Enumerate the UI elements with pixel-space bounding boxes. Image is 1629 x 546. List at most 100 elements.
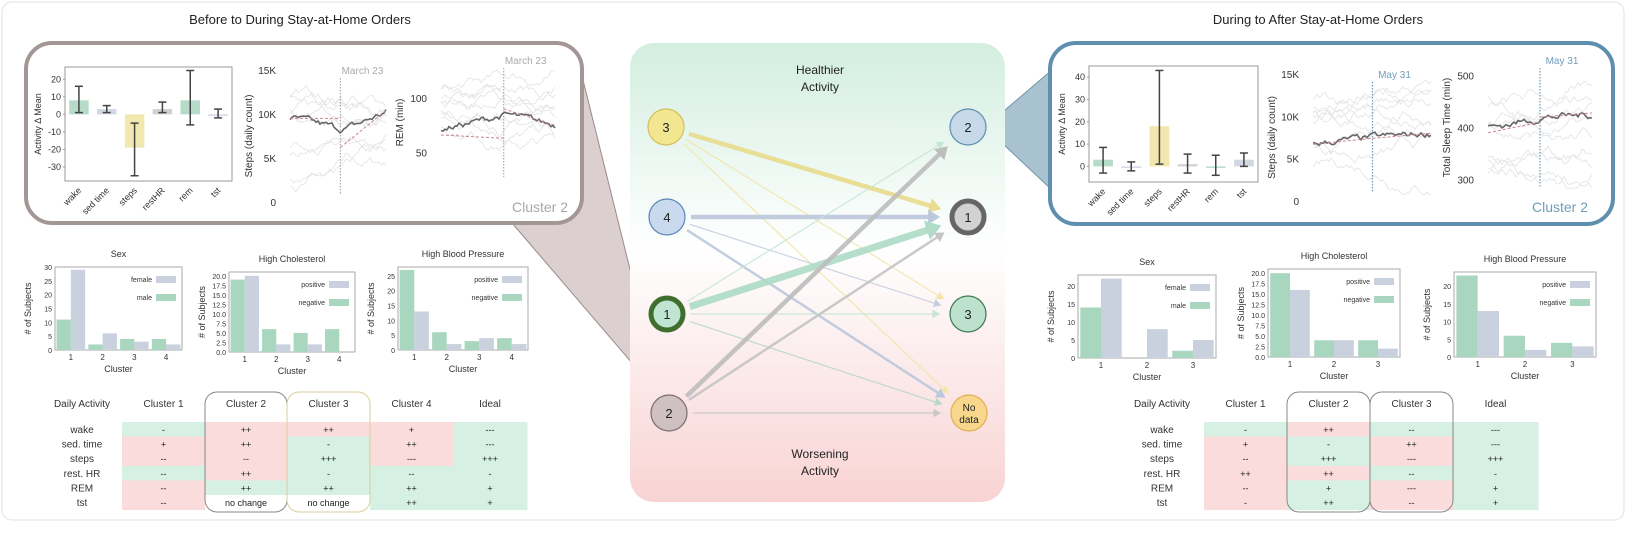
x-tick-label: 4 xyxy=(164,353,169,362)
table-cell xyxy=(1204,480,1288,496)
tables: wake - ++ ++ + ---sed. time + ++ - ++ ---steps -- --… xyxy=(54,391,1539,513)
table-header: Cluster 3 xyxy=(1391,399,1431,410)
table-cell xyxy=(205,451,288,467)
table-cell-value: -- xyxy=(243,454,249,464)
cluster-node-L1 xyxy=(648,295,686,333)
table-cell xyxy=(1204,436,1288,452)
table-cell xyxy=(1370,451,1454,467)
table-cell xyxy=(122,422,206,438)
table-cell-value: --- xyxy=(1407,483,1416,493)
table-cell-value: + xyxy=(1493,498,1498,508)
legend-swatch xyxy=(1374,296,1394,303)
arrowhead xyxy=(935,291,945,300)
table-cell-value: ++ xyxy=(241,469,252,479)
x-tick-label: 3 xyxy=(477,353,482,362)
y-tick-label: 30 xyxy=(1075,94,1085,104)
legend-swatch xyxy=(1570,299,1590,306)
transition-arrow-L2-to-R1 xyxy=(688,235,940,401)
bar-negative-cluster-1 xyxy=(230,279,245,352)
table-cell xyxy=(122,451,206,467)
y-axis-label: Total Sleep Time (min) xyxy=(1442,78,1453,177)
arrowhead xyxy=(928,209,940,225)
worsening-label: Worsening xyxy=(791,447,848,461)
trend-line-before xyxy=(1487,121,1541,134)
cluster-node-R1 xyxy=(949,198,987,236)
node-label: No xyxy=(963,403,976,414)
bar-male-cluster-1 xyxy=(1080,307,1101,358)
table-cell-value: --- xyxy=(1491,425,1500,435)
bar-positive-cluster-3 xyxy=(1378,348,1398,357)
y-tick-label: 0 xyxy=(391,348,395,355)
arrowhead xyxy=(934,146,948,160)
y-tick-label: 20 xyxy=(1075,117,1085,127)
bar-negative-cluster-3 xyxy=(1551,342,1573,357)
date-marker-label: May 31 xyxy=(1378,70,1411,81)
y-tick-label: 17.5 xyxy=(1251,282,1265,289)
x-tick-label: 1 xyxy=(1288,360,1293,369)
y-tick-label: 15.0 xyxy=(1251,292,1265,299)
trend-line-after xyxy=(1539,112,1593,118)
x-tick-label: 1 xyxy=(412,353,417,362)
bar-positive-cluster-1 xyxy=(244,275,259,352)
bar-positive-cluster-1 xyxy=(1477,310,1499,357)
cluster-mean-line xyxy=(289,109,387,134)
table-cell xyxy=(1287,465,1371,481)
y-tick-label: 2.5 xyxy=(1255,345,1265,352)
y-tick-label: 30 xyxy=(44,265,52,272)
row-label: sed. time xyxy=(1142,440,1183,451)
node-label: 1 xyxy=(663,307,670,322)
row-label: tst xyxy=(1157,498,1168,509)
bar-negative-cluster-3 xyxy=(1358,340,1378,357)
highlight-cluster-box xyxy=(286,391,371,513)
y-axis-label: Activity Δ Mean xyxy=(33,93,43,155)
table-cell xyxy=(122,480,206,496)
legend-swatch xyxy=(502,294,522,301)
chart-title: Sex xyxy=(1139,257,1155,267)
bar-negative-cluster-3 xyxy=(464,341,480,350)
table-cell xyxy=(287,480,371,496)
table-cell xyxy=(453,495,528,511)
right-section-title: During to After Stay-at-Home Orders xyxy=(1213,12,1424,27)
node-label: 2 xyxy=(665,406,672,421)
bar-male-cluster-2 xyxy=(88,344,103,350)
y-tick-label: 500 xyxy=(1457,72,1474,83)
table-cell-value: -- xyxy=(1243,454,1249,464)
table-cell xyxy=(1204,495,1288,511)
y-axis-label: # of Subjects xyxy=(366,282,376,335)
node-label: 1 xyxy=(964,210,971,225)
table-cell-value: + xyxy=(1243,440,1248,450)
bar-negative-cluster-1 xyxy=(1456,275,1478,357)
date-marker-label: May 31 xyxy=(1546,56,1579,67)
legend-label: male xyxy=(1171,303,1186,310)
table-cell-value: + xyxy=(1493,483,1498,493)
table-header: Ideal xyxy=(1485,399,1507,410)
legend-label: male xyxy=(137,295,152,302)
table-cell-value: - xyxy=(327,440,330,450)
bar-negative-cluster-3 xyxy=(293,332,308,352)
x-tick-label: 3 xyxy=(1570,360,1575,369)
bar-positive-cluster-4 xyxy=(511,344,527,350)
table-cell xyxy=(287,495,371,511)
table-cell-value: + xyxy=(487,483,492,493)
x-tick-label: 2 xyxy=(1332,360,1337,369)
left-panel-cluster-label: Cluster 2 xyxy=(512,199,568,215)
y-tick-label: 17.5 xyxy=(212,283,226,290)
legend-swatch xyxy=(156,294,176,301)
table-cell-value: -- xyxy=(161,498,167,508)
cluster-mean-line xyxy=(1312,131,1432,147)
table-cell xyxy=(1453,451,1539,467)
table-cell-value: ++ xyxy=(1323,498,1334,508)
table-cell-value: - xyxy=(327,469,330,479)
x-tick-label: 2 xyxy=(445,353,450,362)
legend-swatch xyxy=(502,276,522,283)
legend-label: positive xyxy=(301,282,325,289)
subject-trace xyxy=(1312,132,1432,164)
right-blood-pressure-chart: High Blood Pressure Cluster # of Subjects 0… xyxy=(1422,254,1597,381)
subject-trace xyxy=(440,85,556,111)
table-cell-value: + xyxy=(409,425,414,435)
y-axis-label: Steps (daily count) xyxy=(1267,96,1278,179)
table-cell xyxy=(453,480,528,496)
table-cell-value: ++ xyxy=(241,483,252,493)
y-tick-label: 10 xyxy=(1075,139,1085,149)
